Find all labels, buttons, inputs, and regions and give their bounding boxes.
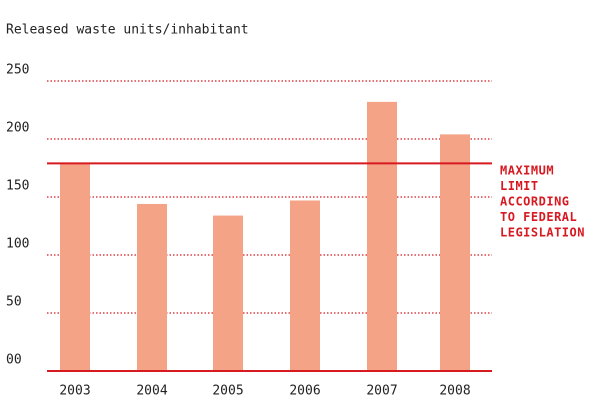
bar <box>137 203 167 371</box>
x-tick-label: 2008 <box>439 384 470 399</box>
x-tick-label: 2004 <box>136 384 167 399</box>
limit-annotation: MAXIMUM <box>500 164 554 178</box>
y-tick-label: 100 <box>6 237 29 252</box>
limit-annotation: LIMIT <box>500 179 539 193</box>
y-tick-label: 00 <box>6 353 22 368</box>
y-tick-label: 50 <box>6 295 22 310</box>
x-tick-label: 2005 <box>212 384 243 399</box>
chart-title: Released waste units/inhabitant <box>6 23 249 38</box>
y-tick-label: 200 <box>6 121 29 136</box>
bar <box>290 200 320 371</box>
y-tick-label: 250 <box>6 63 29 78</box>
bar <box>440 134 470 371</box>
x-tick-label: 2006 <box>289 384 320 399</box>
x-tick-label: 2003 <box>59 384 90 399</box>
bar <box>213 215 243 371</box>
limit-annotation: TO FEDERAL <box>500 210 577 224</box>
limit-annotation: LEGISLATION <box>500 226 585 240</box>
x-tick-label: 2007 <box>366 384 397 399</box>
bar <box>60 163 90 371</box>
bar <box>367 101 397 371</box>
y-tick-label: 150 <box>6 179 29 194</box>
limit-annotation: ACCORDING <box>500 195 570 209</box>
